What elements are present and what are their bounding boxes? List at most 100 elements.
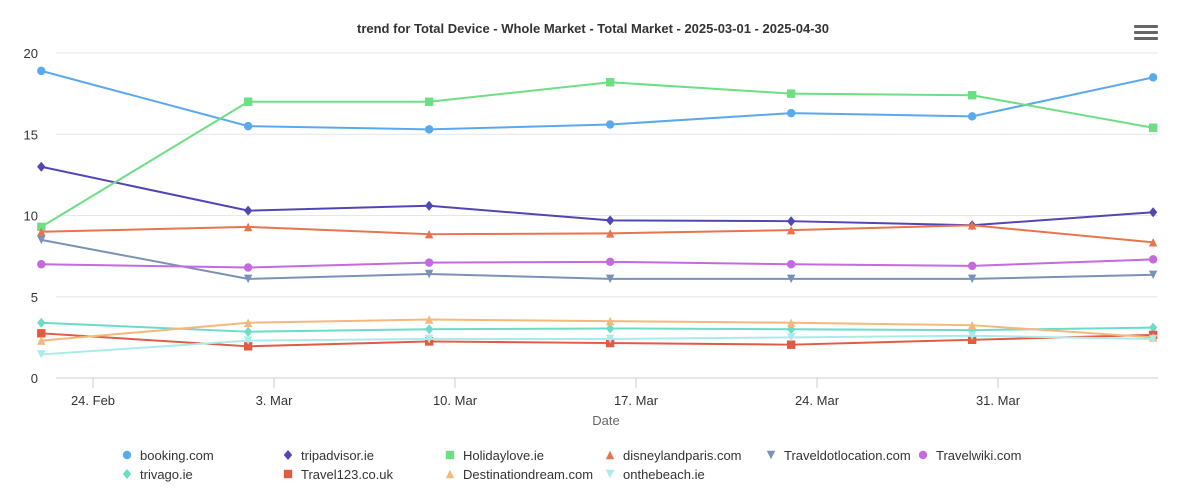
legend-label: disneylandparis.com <box>623 447 742 463</box>
data-point <box>786 225 796 235</box>
legend-item[interactable]: onthebeach.ie <box>603 465 705 483</box>
chart-title: trend for Total Device - Whole Market - … <box>357 21 829 36</box>
data-point <box>37 260 46 269</box>
data-point <box>786 216 796 227</box>
data-point <box>1148 322 1158 333</box>
grid-lines <box>56 52 1158 379</box>
legend-marker-icon <box>605 469 615 479</box>
data-point <box>424 97 434 106</box>
legend-label: Travel123.co.uk <box>301 466 394 482</box>
data-point <box>243 205 253 216</box>
legend-item[interactable]: Destinationdream.com <box>443 465 593 483</box>
data-point <box>1148 238 1158 247</box>
data-point <box>786 333 796 342</box>
series-6 <box>37 317 1158 337</box>
x-tick-label: 17. Mar <box>614 393 659 408</box>
data-point <box>424 269 434 279</box>
x-axis-label: Date <box>592 413 619 428</box>
data-point <box>786 274 796 284</box>
data-point <box>1148 73 1158 82</box>
data-point <box>786 260 796 269</box>
series-9 <box>37 331 1158 359</box>
legend-marker <box>445 469 455 479</box>
data-point <box>243 326 253 337</box>
legend-marker <box>445 450 455 460</box>
data-point <box>424 229 434 239</box>
data-point <box>786 318 796 327</box>
series-line <box>41 69 1154 131</box>
data-point <box>1148 334 1158 344</box>
data-point <box>424 334 434 344</box>
data-point <box>424 315 434 324</box>
legend-marker <box>122 450 132 460</box>
y-axis: 0 5 10 15 20 <box>24 46 38 386</box>
legend-marker <box>283 469 293 479</box>
y-tick-label: 10 <box>24 209 38 224</box>
legend-marker-icon <box>918 450 928 460</box>
data-point <box>37 317 46 328</box>
data-point <box>967 331 977 340</box>
data-point <box>1148 270 1158 280</box>
data-point <box>605 120 615 129</box>
legend-item[interactable]: Holidaylove.ie <box>443 446 544 464</box>
y-tick-label: 5 <box>31 290 38 305</box>
legend-item[interactable]: disneylandparis.com <box>603 446 742 464</box>
y-tick-label: 15 <box>24 127 38 142</box>
legend-label: booking.com <box>140 447 214 463</box>
data-point <box>1148 207 1158 218</box>
data-point <box>243 336 253 345</box>
series-1 <box>37 161 1158 231</box>
legend-marker-icon <box>122 450 132 460</box>
data-point <box>605 334 615 344</box>
legend-marker <box>766 450 776 460</box>
data-point <box>967 261 977 271</box>
legend-item[interactable]: booking.com <box>120 446 214 464</box>
data-point <box>605 78 615 87</box>
chart-context-menu-button[interactable] <box>1132 22 1160 44</box>
data-point <box>424 200 434 211</box>
legend-marker <box>122 469 132 479</box>
legend-label: Destinationdream.com <box>463 466 594 482</box>
legend-marker-icon <box>766 450 776 460</box>
x-tick-label: 3. Mar <box>256 393 294 408</box>
x-tick-label: 24. Feb <box>71 393 115 408</box>
legend-item[interactable]: Travel123.co.uk <box>281 465 393 483</box>
legend-label: onthebeach.ie <box>623 466 705 482</box>
data-point <box>605 323 615 334</box>
series-4 <box>37 235 1158 284</box>
data-point <box>243 222 253 232</box>
legend-item[interactable]: Traveldotlocation.com <box>764 446 911 464</box>
data-point <box>243 274 253 284</box>
data-point <box>37 66 46 76</box>
data-point <box>967 320 977 330</box>
legend-item[interactable]: trivago.ie <box>120 465 193 483</box>
legend-marker-icon <box>445 469 455 479</box>
legend-label: trivago.ie <box>140 466 193 482</box>
data-point <box>786 340 796 349</box>
hamburger-menu-icon <box>1134 25 1158 28</box>
data-point <box>243 121 253 131</box>
data-point <box>37 235 46 245</box>
legend-marker <box>605 469 615 479</box>
data-point <box>967 91 977 100</box>
data-point <box>37 222 46 232</box>
data-point <box>37 336 46 345</box>
data-point <box>605 257 615 267</box>
data-point <box>243 342 253 351</box>
data-point <box>424 258 434 267</box>
legend-marker-icon <box>283 469 293 479</box>
data-point <box>37 227 46 236</box>
x-tick-label: 10. Mar <box>433 393 478 408</box>
line-chart: trend for Total Device - Whole Market - … <box>24 21 1158 428</box>
series-0 <box>37 66 1158 134</box>
y-tick-label: 0 <box>31 371 38 386</box>
legend-marker <box>605 450 615 460</box>
data-point <box>786 108 796 118</box>
legend-item[interactable]: tripadvisor.ie <box>281 446 374 464</box>
data-point <box>424 324 434 335</box>
series-2 <box>37 78 1158 232</box>
legend-item[interactable]: Travelwiki.com <box>916 446 1021 464</box>
legend-label: Travelwiki.com <box>936 447 1022 463</box>
data-point <box>37 161 46 172</box>
data-point <box>1148 255 1158 264</box>
